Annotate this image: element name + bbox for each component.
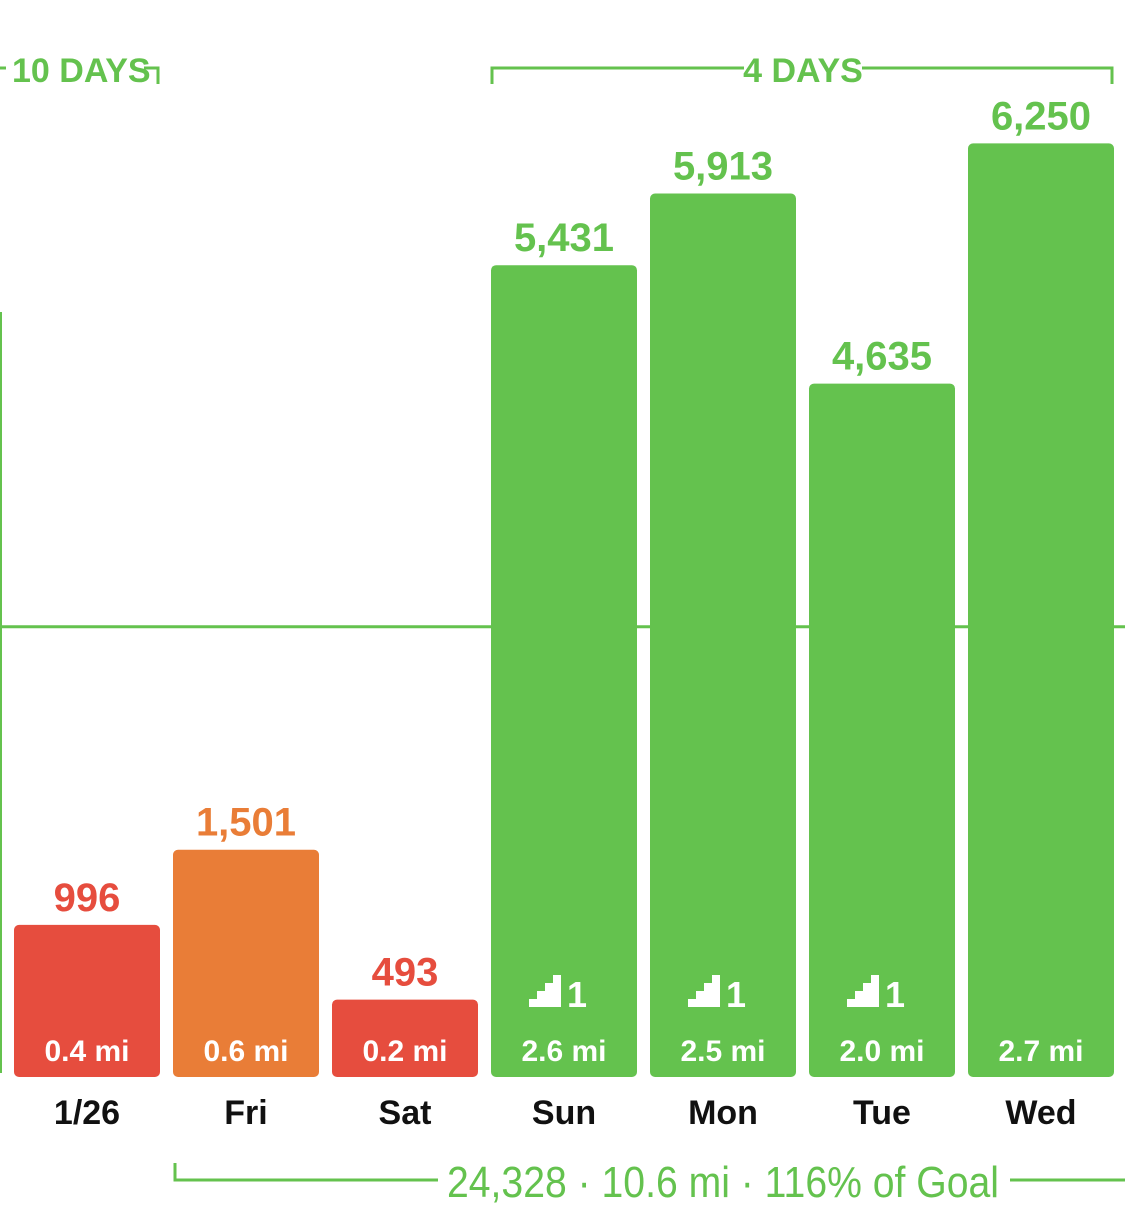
bar-sat[interactable]: [332, 999, 478, 1077]
day-label: Tue: [853, 1094, 911, 1132]
bar-value-label: 4,635: [832, 335, 932, 379]
bar-value-label: 1,501: [196, 801, 296, 845]
bar-distance-label: 2.7 mi: [998, 1035, 1083, 1068]
summary-bracket-left: [173, 1163, 438, 1182]
bar-value-label: 6,250: [991, 94, 1091, 138]
bar-fri[interactable]: [173, 849, 319, 1077]
stairs-count: 1: [567, 974, 587, 1015]
bar-mon[interactable]: [650, 193, 796, 1078]
day-label: Sun: [532, 1094, 596, 1132]
day-label: Sat: [379, 1094, 432, 1132]
bar-distance-label: 2.5 mi: [680, 1035, 765, 1068]
streak-bracket-4-days-left: [490, 66, 744, 84]
streak-bracket-4-days-right: [862, 66, 1114, 84]
streak-bracket-10-days: [144, 66, 160, 84]
bar-distance-label: 0.2 mi: [362, 1035, 447, 1068]
bar-distance-label: 0.6 mi: [203, 1035, 288, 1068]
bar-sun[interactable]: [491, 265, 637, 1077]
stairs-icon: [847, 975, 879, 1007]
day-label: Fri: [224, 1094, 267, 1132]
day-label: Wed: [1005, 1094, 1076, 1132]
stairs-icon: [529, 975, 561, 1007]
day-label: 1/26: [54, 1094, 120, 1132]
bar-distance-label: 2.0 mi: [839, 1035, 924, 1068]
bar-value-label: 996: [54, 876, 121, 920]
bar-distance-label: 2.6 mi: [521, 1035, 606, 1068]
bar-tue[interactable]: [809, 383, 955, 1077]
bar-distance-label: 0.4 mi: [44, 1035, 129, 1068]
previous-bar-edge: [0, 312, 2, 1073]
stairs-count: 1: [726, 974, 746, 1015]
bar-value-label: 5,431: [514, 216, 614, 260]
day-label: Mon: [688, 1094, 758, 1132]
bar-wed[interactable]: [968, 143, 1114, 1077]
summary-text: 24,328 · 10.6 mi · 116% of Goal: [447, 1158, 999, 1207]
stairs-icon: [688, 975, 720, 1007]
bar-value-label: 493: [372, 951, 439, 995]
bar-1-26[interactable]: [14, 924, 160, 1077]
streak-label-4-days: 4 DAYS: [743, 52, 863, 90]
bar-value-label: 5,913: [673, 145, 773, 189]
stairs-count: 1: [885, 974, 905, 1015]
streak-label-10-days: 10 DAYS: [12, 52, 151, 90]
